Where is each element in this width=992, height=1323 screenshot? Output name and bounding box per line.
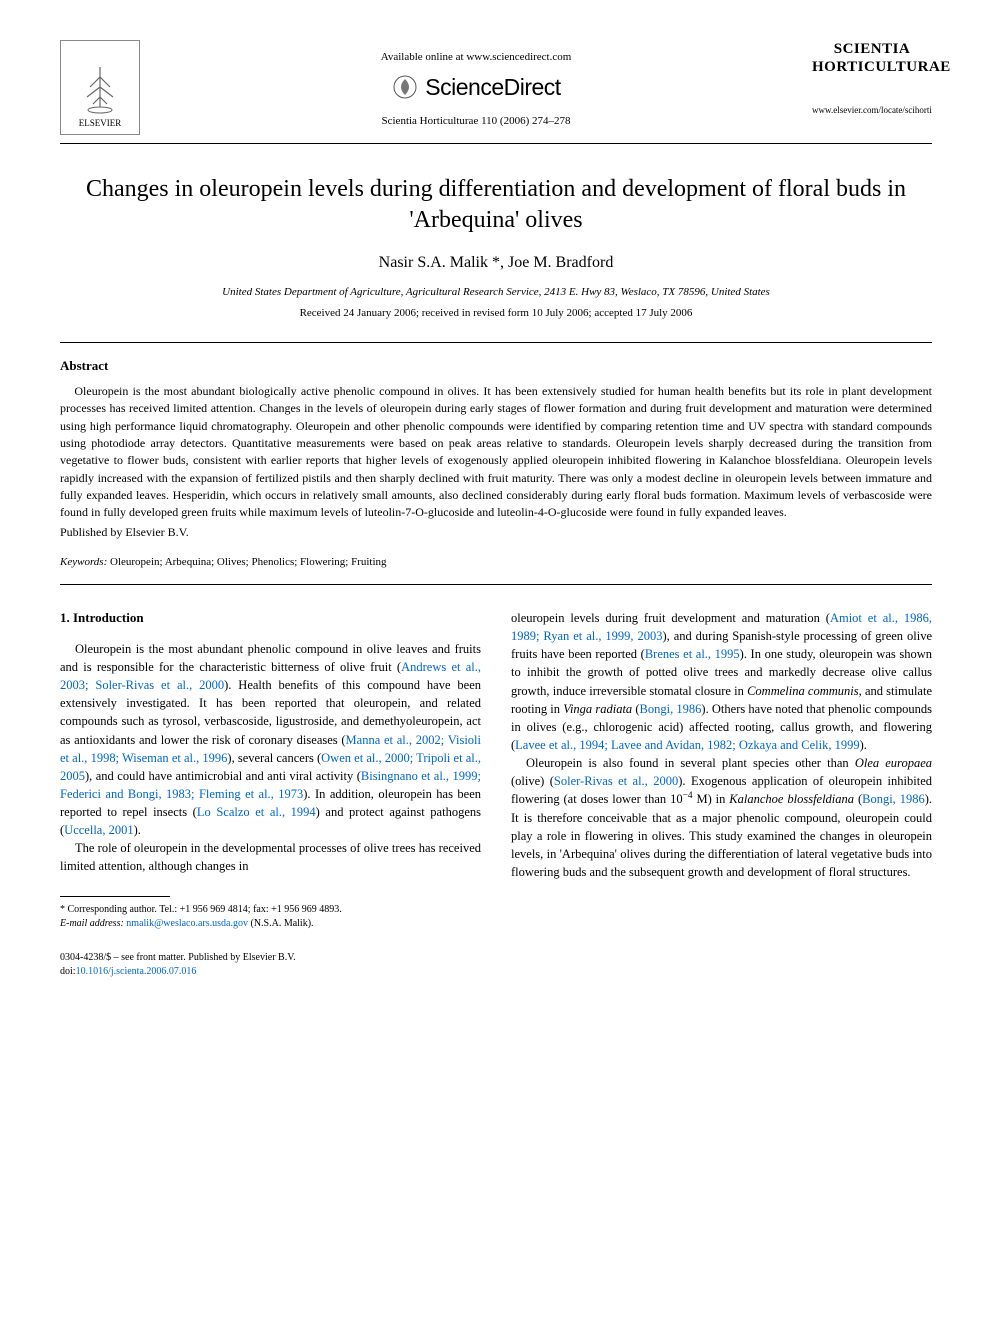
ref-link[interactable]: Lo Scalzo et al., 1994 bbox=[197, 805, 316, 819]
affiliation: United States Department of Agriculture,… bbox=[60, 285, 932, 300]
publisher-logo-box: ELSEVIER bbox=[60, 40, 140, 135]
intro-p1: Oleuropein is the most abundant phenolic… bbox=[60, 640, 481, 839]
header-rule bbox=[60, 143, 932, 144]
journal-reference: Scientia Horticulturae 110 (2006) 274–27… bbox=[140, 114, 812, 129]
left-column: 1. Introduction Oleuropein is the most a… bbox=[60, 609, 481, 930]
email-label: E-mail address: bbox=[60, 918, 124, 929]
intro-p3: Oleuropein is also found in several plan… bbox=[511, 754, 932, 881]
section-1-heading: 1. Introduction bbox=[60, 609, 481, 628]
ref-link[interactable]: Lavee et al., 1994; Lavee and Avidan, 19… bbox=[515, 738, 859, 752]
abstract-rule-bottom bbox=[60, 584, 932, 585]
footnote-rule bbox=[60, 896, 170, 897]
intro-p2-left: The role of oleuropein in the developmen… bbox=[60, 839, 481, 875]
email-who: (N.S.A. Malik). bbox=[250, 918, 313, 929]
article-dates: Received 24 January 2006; received in re… bbox=[60, 306, 932, 321]
species-name: Vinga radiata bbox=[563, 702, 632, 716]
abstract-text: Oleuropein is the most abundant biologic… bbox=[60, 383, 932, 522]
bottom-info: 0304-4238/$ – see front matter. Publishe… bbox=[60, 951, 932, 979]
abstract-rule-top bbox=[60, 342, 932, 343]
ref-link[interactable]: Soler-Rivas et al., 2000 bbox=[554, 774, 678, 788]
keywords-text: Oleuropein; Arbequina; Olives; Phenolics… bbox=[110, 556, 387, 568]
publisher-name: ELSEVIER bbox=[79, 117, 122, 130]
sciencedirect-icon bbox=[391, 73, 419, 101]
doi-link[interactable]: 10.1016/j.scienta.2006.07.016 bbox=[76, 966, 197, 977]
authors: Nasir S.A. Malik *, Joe M. Bradford bbox=[60, 252, 932, 274]
keywords: Keywords: Oleuropein; Arbequina; Olives;… bbox=[60, 555, 932, 570]
superscript: −4 bbox=[683, 791, 693, 801]
sciencedirect-text: ScienceDirect bbox=[425, 71, 560, 103]
copyright-line: 0304-4238/$ – see front matter. Publishe… bbox=[60, 951, 932, 965]
center-header: Available online at www.sciencedirect.co… bbox=[140, 40, 812, 129]
species-name: Commelina communis bbox=[747, 684, 859, 698]
keywords-label: Keywords: bbox=[60, 556, 107, 568]
ref-link[interactable]: Uccella, 2001 bbox=[64, 823, 133, 837]
species-name: Olea europaea bbox=[855, 756, 932, 770]
intro-p2-right: oleuropein levels during fruit developme… bbox=[511, 609, 932, 754]
corresponding-footnote: * Corresponding author. Tel.: +1 956 969… bbox=[60, 903, 481, 917]
species-name: Kalanchoe blossfeldiana bbox=[729, 792, 854, 806]
published-by: Published by Elsevier B.V. bbox=[60, 524, 932, 541]
right-column: oleuropein levels during fruit developme… bbox=[511, 609, 932, 930]
journal-name-1: SCIENTIA bbox=[812, 40, 932, 58]
ref-link[interactable]: Brenes et al., 1995 bbox=[645, 647, 740, 661]
email-link[interactable]: nmalik@weslaco.ars.usda.gov bbox=[126, 918, 248, 929]
journal-name-2: HORTICULTURAE bbox=[812, 58, 932, 76]
journal-url: www.elsevier.com/locate/scihorti bbox=[812, 104, 932, 117]
doi-line: doi:10.1016/j.scienta.2006.07.016 bbox=[60, 965, 932, 979]
article-title: Changes in oleuropein levels during diff… bbox=[60, 174, 932, 236]
elsevier-tree-icon bbox=[75, 62, 125, 117]
body-columns: 1. Introduction Oleuropein is the most a… bbox=[60, 609, 932, 930]
sciencedirect-logo: ScienceDirect bbox=[140, 71, 812, 103]
ref-link[interactable]: Bongi, 1986 bbox=[862, 792, 925, 806]
available-online-text: Available online at www.sciencedirect.co… bbox=[140, 50, 812, 65]
journal-title-box: SCIENTIA HORTICULTURAE www.elsevier.com/… bbox=[812, 40, 932, 117]
abstract-heading: Abstract bbox=[60, 357, 932, 375]
ref-link[interactable]: Bongi, 1986 bbox=[640, 702, 702, 716]
email-footnote: E-mail address: nmalik@weslaco.ars.usda.… bbox=[60, 917, 481, 931]
header-row: ELSEVIER Available online at www.science… bbox=[60, 40, 932, 135]
